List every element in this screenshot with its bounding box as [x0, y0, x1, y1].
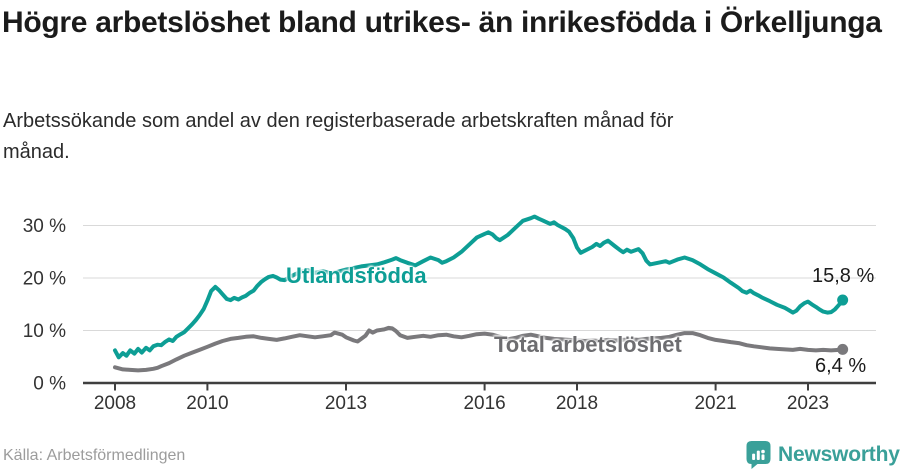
series-label-total-arbetsloshet: Total arbetslöshet	[494, 332, 682, 357]
series-end-dot	[837, 343, 849, 355]
x-axis-tick-label: 2018	[556, 393, 598, 414]
series-label-utlandsfodda: Utlandsfödda	[286, 263, 427, 288]
x-axis-tick-label: 2013	[325, 393, 367, 414]
newsworthy-wordmark: Newsworthy	[778, 443, 900, 466]
y-axis-tick-label: 10 %	[23, 321, 66, 342]
end-value-utlandsfodda: 15,8 %	[812, 265, 875, 287]
y-axis-tick-label: 30 %	[23, 216, 66, 237]
series-line	[113, 325, 845, 373]
y-axis-tick-label: 20 %	[23, 269, 66, 290]
end-value-total-arbetsloshet: 6,4 %	[815, 355, 867, 377]
newsworthy-brand: Newsworthy	[746, 441, 900, 469]
x-axis-tick-label: 2016	[463, 393, 505, 414]
x-axis-tick-label: 2021	[694, 393, 736, 414]
newsworthy-logo-icon	[746, 441, 771, 469]
y-axis-tick-label: 0 %	[33, 374, 66, 395]
source-note: Källa: Arbetsförmedlingen	[3, 447, 186, 464]
page-subtitle: Arbetssökande som andel av den registerb…	[3, 110, 674, 163]
x-axis-tick-label: 2023	[787, 393, 829, 414]
series-line	[113, 214, 845, 360]
x-axis-tick-label: 2008	[94, 393, 136, 414]
series-end-dot	[837, 294, 849, 306]
x-axis-tick-label: 2010	[186, 393, 228, 414]
page-title: Högre arbetslöshet bland utrikes- än inr…	[2, 6, 882, 39]
